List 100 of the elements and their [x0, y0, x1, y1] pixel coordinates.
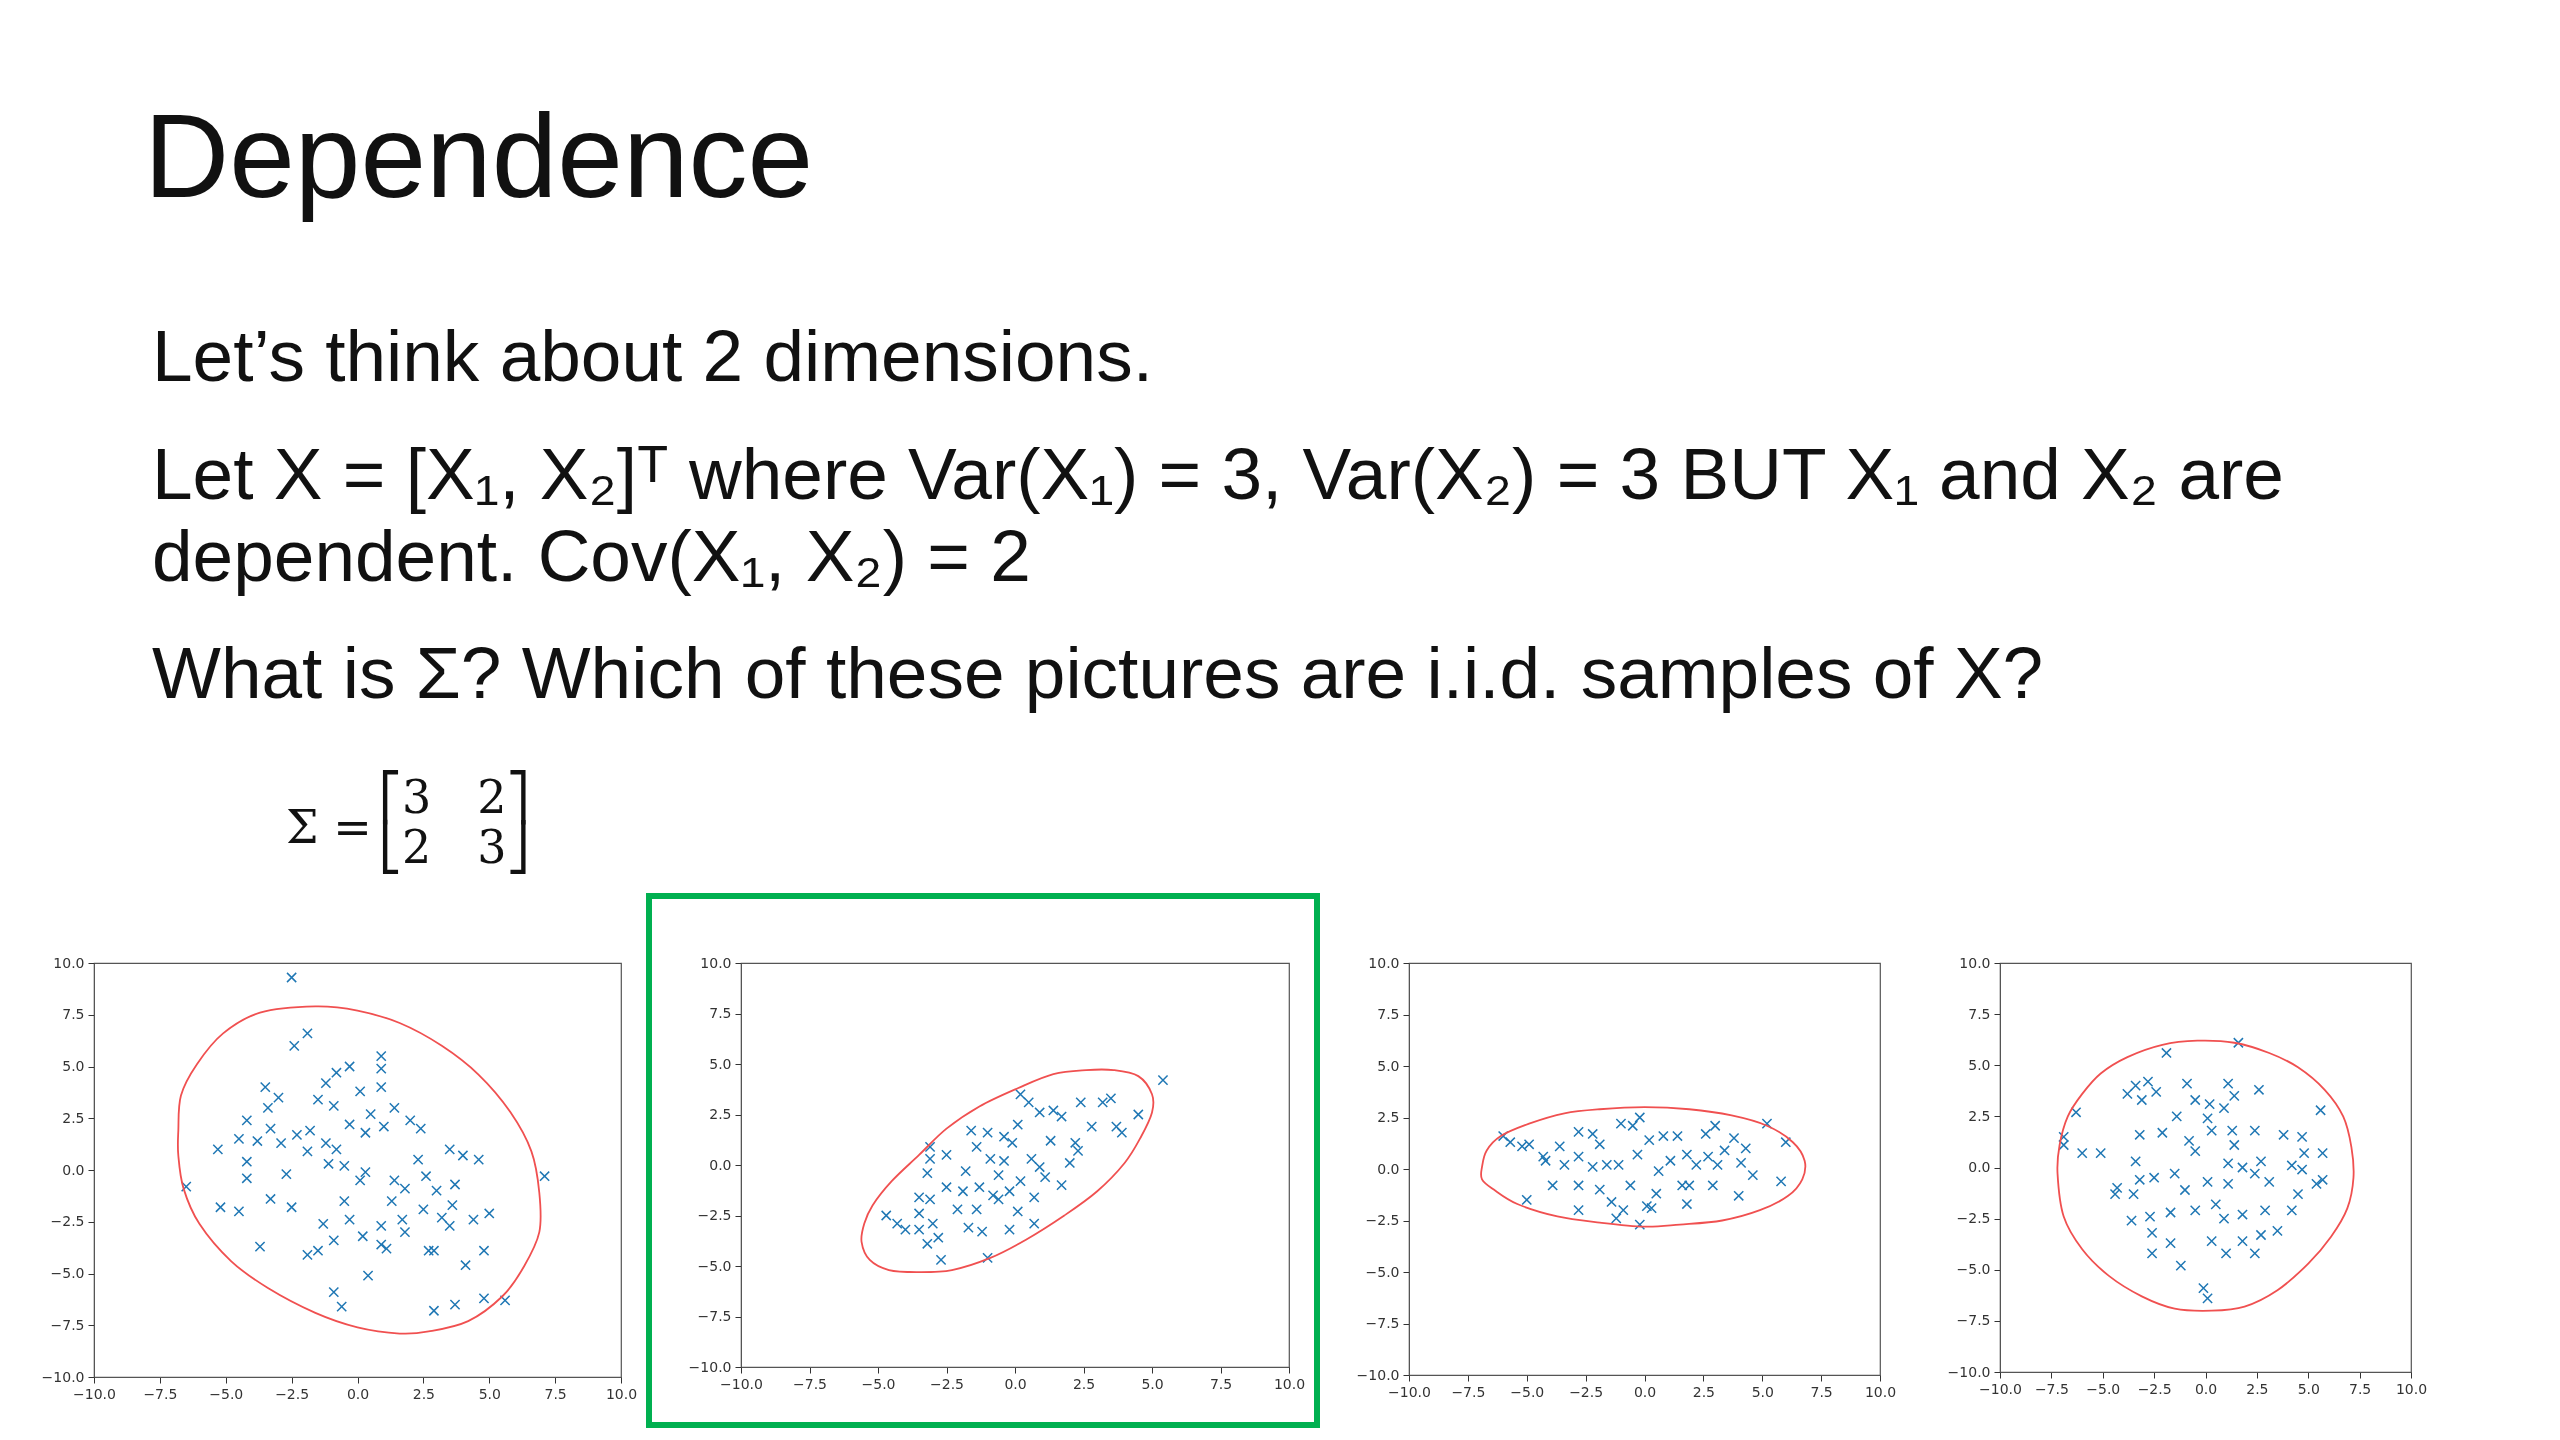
y-tick-label: −2.5 — [50, 1213, 85, 1230]
x-tick-label: 5.0 — [478, 1385, 501, 1402]
point — [1573, 1180, 1584, 1191]
y-tick-label: 2.5 — [709, 1106, 732, 1122]
point — [1712, 1159, 1723, 1171]
y-tick-label: 5.0 — [62, 1058, 85, 1074]
point — [1587, 1161, 1599, 1173]
point — [1646, 1202, 1657, 1214]
point — [1719, 1145, 1730, 1156]
text: Σ = — [286, 800, 372, 854]
y-tick-label: −7.5 — [1365, 1315, 1400, 1331]
y-tick-label: 7.5 — [62, 1006, 85, 1023]
x-tick-label: −2.5 — [1569, 1383, 1604, 1400]
text: Let’s think about 2 dimensions. — [152, 315, 1154, 396]
y-tick-label: −7.5 — [50, 1316, 85, 1333]
y-tick-label: −5.0 — [50, 1265, 85, 1281]
y-tick-label: 10.0 — [1368, 954, 1400, 971]
x-tick-label: 7.5 — [544, 1385, 567, 1402]
point — [1700, 1128, 1712, 1140]
text: What is Σ? Which of these pictures are i.i.d. samples of X? — [152, 632, 2044, 713]
point — [1641, 1200, 1653, 1212]
y-tick-label: −10.0 — [688, 1358, 732, 1375]
x-tick-label: −10.0 — [73, 1385, 116, 1402]
y-tick-label: −5.0 — [1956, 1261, 1991, 1278]
point — [1653, 1165, 1664, 1177]
point — [1625, 1180, 1636, 1191]
point — [1709, 1120, 1721, 1132]
y-tick-label: −5.0 — [1365, 1263, 1400, 1280]
x-tick-label: −5.0 — [2086, 1380, 2121, 1397]
point — [1594, 1184, 1606, 1195]
point — [1610, 1213, 1622, 1224]
y-tick-label: 2.5 — [1968, 1107, 1991, 1124]
x-tick-label: −2.5 — [930, 1375, 964, 1392]
point — [1594, 1138, 1606, 1150]
point — [1554, 1140, 1566, 1152]
x-tick-label: −10.0 — [720, 1375, 763, 1392]
x-tick-label: −7.5 — [2034, 1380, 2069, 1397]
y-tick-label: 7.5 — [709, 1005, 732, 1021]
point — [1672, 1130, 1683, 1142]
x-tick-label: −5.0 — [861, 1375, 896, 1392]
y-tick-label: 10.0 — [700, 954, 732, 971]
x-tick-label: −7.5 — [143, 1385, 178, 1402]
point — [1775, 1176, 1787, 1187]
point — [1587, 1128, 1599, 1140]
y-tick-label: 0.0 — [62, 1161, 85, 1178]
y-tick-label: 7.5 — [1377, 1006, 1400, 1022]
y-tick-label: 5.0 — [709, 1055, 732, 1072]
point — [1707, 1180, 1719, 1191]
y-tick-label: −10.0 — [1947, 1363, 1991, 1380]
x-tick-label: 10.0 — [2395, 1380, 2428, 1397]
x-tick-label: 2.5 — [2246, 1380, 2269, 1397]
point — [1681, 1149, 1693, 1160]
y-tick-label: 2.5 — [62, 1109, 85, 1126]
point — [1540, 1155, 1551, 1167]
point — [1617, 1204, 1629, 1216]
point — [1780, 1136, 1792, 1148]
point — [1740, 1143, 1752, 1154]
x-tick-label: −7.5 — [1451, 1383, 1486, 1400]
point — [1681, 1198, 1693, 1210]
point — [1521, 1194, 1533, 1206]
point — [1573, 1126, 1584, 1138]
y-tick-label: 5.0 — [1377, 1057, 1400, 1074]
point — [1761, 1118, 1773, 1130]
point — [1690, 1159, 1702, 1171]
y-tick-label: −2.5 — [1956, 1210, 1991, 1227]
x-tick-label: 0.0 — [346, 1385, 370, 1402]
x-tick-label: 0.0 — [2194, 1380, 2218, 1397]
point — [1606, 1196, 1617, 1208]
x-tick-label: 2.5 — [1692, 1383, 1716, 1400]
point — [1634, 1112, 1646, 1123]
x-tick-label: 2.5 — [1072, 1375, 1096, 1392]
point — [1733, 1190, 1745, 1202]
x-tick-label: 5.0 — [2297, 1380, 2320, 1397]
point — [1497, 1130, 1509, 1142]
point — [1547, 1180, 1559, 1191]
y-tick-label: 5.0 — [1968, 1056, 1991, 1073]
point — [1634, 1219, 1646, 1230]
x-tick-label: 5.0 — [1751, 1383, 1774, 1400]
x-tick-label: 2.5 — [412, 1385, 436, 1402]
x-tick-label: −10.0 — [1979, 1380, 2022, 1397]
x-tick-label: −5.0 — [209, 1385, 244, 1402]
x-tick-label: 0.0 — [1004, 1375, 1027, 1392]
point — [1657, 1130, 1669, 1142]
point — [1650, 1188, 1662, 1200]
x-tick-label: 10.0 — [1864, 1383, 1897, 1400]
x-tick-label: 7.5 — [2348, 1380, 2372, 1397]
point — [1665, 1155, 1676, 1167]
point — [1747, 1169, 1759, 1181]
x-tick-label: 10.0 — [605, 1385, 638, 1402]
x-tick-label: −2.5 — [2137, 1380, 2172, 1397]
point — [1573, 1151, 1584, 1162]
y-tick-label: −7.5 — [697, 1308, 732, 1324]
y-tick-label: 0.0 — [709, 1156, 732, 1173]
point — [1573, 1204, 1584, 1216]
y-tick-label: 10.0 — [53, 954, 85, 971]
x-tick-label: 7.5 — [1209, 1375, 1233, 1392]
y-tick-label: 0.0 — [1377, 1160, 1400, 1177]
x-tick-label: −10.0 — [1388, 1383, 1431, 1400]
y-tick-label: −2.5 — [1365, 1212, 1400, 1228]
y-tick-label: −2.5 — [697, 1207, 732, 1223]
